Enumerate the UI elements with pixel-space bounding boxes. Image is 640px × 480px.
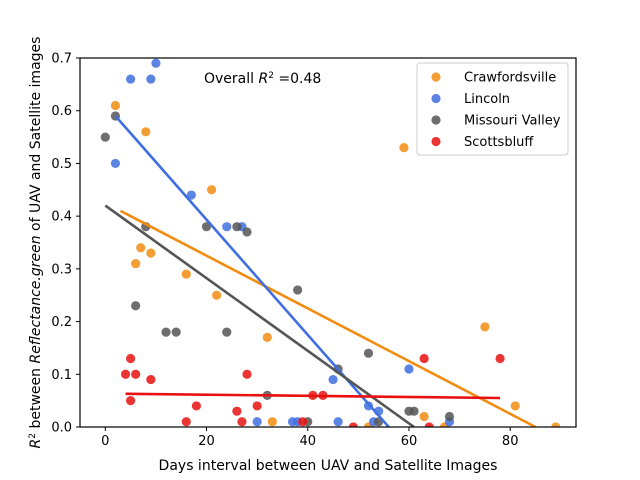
point-scottsbluff-1: [126, 353, 136, 364]
legend-marker: [431, 72, 441, 82]
point-crawfordsville-15: [510, 401, 520, 411]
point-lincoln-0: [126, 74, 136, 84]
y-tick-label: 0.6: [51, 104, 72, 119]
legend-box: [416, 62, 569, 156]
point-crawfordsville-1: [141, 127, 151, 137]
point-scottsbluff-8: [237, 417, 247, 427]
point-missouri-valley-8: [232, 222, 242, 232]
x-tick-label: 20: [198, 434, 215, 449]
axis-ticks: 0 20 40 60 80 0.0 0.1 0.2 0.3 0.4 0.5 0.6 0.7: [51, 52, 518, 450]
legend-label: Lincoln: [464, 92, 510, 107]
point-crawfordsville-6: [206, 185, 217, 195]
point-missouri-valley-5: [171, 327, 181, 337]
point-missouri-valley-0: [100, 132, 110, 142]
point-crawfordsville-2: [136, 243, 146, 253]
point-missouri-valley-18: [444, 411, 455, 422]
y-tick-label: 0.0: [51, 421, 72, 436]
point-crawfordsville-3: [146, 248, 156, 258]
point-crawfordsville-9: [267, 417, 277, 427]
x-tick-label: 0: [101, 434, 109, 449]
point-scottsbluff-4: [146, 374, 156, 385]
y-tick-label: 0.2: [51, 315, 72, 330]
point-lincoln-10: [328, 374, 338, 385]
point-lincoln-4: [186, 190, 196, 200]
point-crawfordsville-12: [419, 411, 429, 422]
point-lincoln-11: [333, 417, 343, 427]
point-missouri-valley-14: [363, 348, 374, 358]
point-crawfordsville-8: [262, 332, 272, 342]
plot-frame: [79, 57, 577, 428]
y-tick-label: 0.7: [51, 52, 72, 67]
point-crawfordsville-14: [480, 322, 490, 332]
x-tick-label: 40: [299, 434, 316, 449]
point-scottsbluff-3: [126, 396, 136, 406]
point-missouri-valley-17: [409, 406, 419, 416]
fit-line-crawfordsville: [119, 209, 537, 427]
point-scottsbluff-16: [424, 422, 434, 427]
x-tick-label: 60: [401, 434, 418, 449]
point-scottsbluff-10: [252, 401, 262, 411]
point-scottsbluff-2: [131, 369, 141, 379]
point-missouri-valley-3: [131, 301, 141, 311]
y-tick-label: 0.4: [51, 210, 72, 225]
point-scottsbluff-7: [232, 406, 242, 416]
fit-line-scottsbluff: [125, 392, 501, 400]
point-scottsbluff-14: [348, 422, 358, 427]
legend-marker: [431, 136, 441, 147]
fit-line-missouri-valley: [104, 204, 415, 427]
point-crawfordsville-7: [212, 290, 222, 300]
point-lincoln-3: [110, 158, 121, 169]
legend-marker: [431, 115, 441, 125]
point-crawfordsville-16: [551, 422, 561, 427]
point-lincoln-15: [404, 364, 414, 374]
x-axis-label: Days interval between UAV and Satellite …: [159, 458, 498, 474]
point-scottsbluff-17: [495, 353, 505, 364]
point-missouri-valley-4: [161, 327, 171, 337]
point-scottsbluff-5: [181, 417, 191, 427]
point-crawfordsville-0: [110, 100, 121, 111]
legend-marker: [431, 93, 441, 104]
point-scottsbluff-11: [298, 417, 308, 427]
y-tick-label: 0.3: [51, 262, 72, 277]
point-crawfordsville-4: [131, 258, 141, 269]
legend-label: Crawfordsville: [464, 71, 556, 86]
plot-area: [100, 58, 561, 427]
point-missouri-valley-9: [242, 227, 252, 237]
legend: Crawfordsville Lincoln Missouri Valley Scot…: [416, 62, 569, 156]
point-crawfordsville-5: [181, 269, 191, 279]
point-scottsbluff-15: [419, 353, 429, 364]
point-lincoln-7: [252, 417, 262, 427]
overall-r2-annotation: Overall R2 =0.48: [204, 71, 321, 87]
point-lincoln-2: [151, 58, 161, 68]
point-lincoln-1: [146, 74, 156, 84]
point-crawfordsville-11: [399, 143, 409, 153]
point-scottsbluff-9: [242, 369, 252, 379]
point-scottsbluff-6: [191, 401, 202, 411]
legend-label: Missouri Valley: [464, 114, 561, 129]
point-lincoln-5: [222, 222, 232, 232]
point-scottsbluff-0: [120, 369, 131, 379]
y-tick-label: 0.5: [51, 157, 72, 172]
y-axis-label: R2 between Reflectance.green of UAV and …: [28, 37, 44, 449]
legend-label: Scottsbluff: [464, 135, 534, 150]
point-missouri-valley-11: [293, 285, 303, 295]
point-missouri-valley-6: [201, 222, 212, 232]
y-tick-label: 0.1: [51, 368, 72, 383]
x-tick-label: 80: [502, 434, 519, 449]
point-missouri-valley-7: [222, 327, 232, 337]
